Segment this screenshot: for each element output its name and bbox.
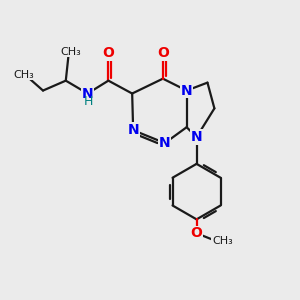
Text: N: N xyxy=(191,130,203,144)
Text: N: N xyxy=(82,86,93,100)
Text: CH₃: CH₃ xyxy=(60,47,81,57)
Text: N: N xyxy=(159,136,171,150)
Text: N: N xyxy=(127,123,139,137)
Text: H: H xyxy=(84,95,93,108)
Text: N: N xyxy=(181,84,193,98)
Text: CH₃: CH₃ xyxy=(212,236,233,246)
Text: O: O xyxy=(190,226,202,240)
Text: O: O xyxy=(103,46,114,60)
Text: O: O xyxy=(157,46,169,60)
Text: CH₃: CH₃ xyxy=(14,70,34,80)
